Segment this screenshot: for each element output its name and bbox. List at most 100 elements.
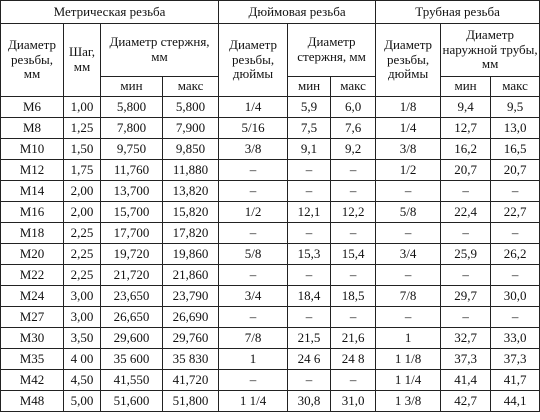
table-cell: 12,7 (440, 117, 492, 139)
table-cell: 1/8 (375, 96, 442, 118)
table-cell: M48 (0, 390, 64, 412)
table-cell: 12,2 (330, 201, 377, 223)
subcolumn-header: мин (440, 76, 492, 97)
table-cell: 9,5 (490, 96, 540, 118)
table-cell: – (330, 222, 377, 244)
table-cell: 3,00 (63, 306, 101, 328)
table-cell: 41,550 (100, 369, 163, 391)
table-cell: 13,820 (161, 180, 220, 202)
table-cell: 5,00 (63, 390, 101, 412)
table-cell: 1,00 (63, 96, 101, 118)
table-cell: 21,860 (161, 264, 220, 286)
table-row: M6 1,00 5,800 5,800 1/4 5,9 6,0 1/8 9,4 9,5 (0, 96, 540, 118)
table-cell: 4,50 (63, 369, 101, 391)
table-row: M22 2,25 21,720 21,860– – – – – – (0, 264, 540, 286)
table-cell: 11,880 (161, 159, 220, 181)
table-cell: 25,9 (440, 243, 492, 265)
table-cell: 29,760 (161, 327, 220, 349)
table-cell: 1 1/8 (375, 348, 442, 370)
table-cell: 3/4 (375, 243, 442, 265)
table-cell: 17,700 (100, 222, 163, 244)
table-cell: 21,720 (100, 264, 163, 286)
column-header: Диаметр стержня, мм (99, 23, 220, 77)
table-cell: – (440, 264, 492, 286)
table-cell: 15,3 (287, 243, 332, 265)
table-cell: – (490, 264, 540, 286)
table-cell: 6,0 (330, 96, 377, 118)
table-cell: 4 00 (63, 348, 101, 370)
table-cell: M24 (0, 285, 64, 307)
column-header: Диаметр резьбы, мм (0, 23, 64, 97)
table-cell: 37,3 (440, 348, 492, 370)
table-cell: 19,860 (161, 243, 220, 265)
table-cell: 18,5 (330, 285, 377, 307)
table-cell: 1,50 (63, 138, 101, 160)
table-cell: – (375, 222, 442, 244)
table-cell: 44,1 (490, 390, 540, 412)
subcolumn-header: макс (161, 76, 220, 97)
table-row: M27 3,00 26,650 26,690– – – – – – (0, 306, 540, 328)
table-cell: 1/2 (375, 159, 442, 181)
table-cell: – (490, 306, 540, 328)
table-row: M10 1,50 9,750 9,850 3/8 9,1 9,2 3/8 16,2 16,5 (0, 138, 540, 160)
table-cell: – (375, 180, 442, 202)
table-cell: 1 1/4 (375, 369, 442, 391)
column-header: Диаметр наружной трубы, мм (440, 23, 540, 77)
table-cell: M8 (0, 117, 64, 139)
table-cell: 3,00 (63, 285, 101, 307)
table-cell: 7,5 (287, 117, 332, 139)
table-cell: 30,0 (490, 285, 540, 307)
table-cell: – (490, 222, 540, 244)
table-cell: 9,4 (440, 96, 492, 118)
table-row: M8 1,25 7,800 7,900 5/16 7,5 7,6 1/4 12,7 13,0 (0, 117, 540, 139)
table-cell: 1/4 (375, 117, 442, 139)
table-cell: M30 (0, 327, 64, 349)
table-cell: 9,2 (330, 138, 377, 160)
table-cell: M10 (0, 138, 64, 160)
table-cell: 13,0 (490, 117, 540, 139)
table-cell: 1 1/4 (218, 390, 289, 412)
table-cell: 18,4 (287, 285, 332, 307)
table-cell: 7,800 (100, 117, 163, 139)
subcolumn-header: мин (100, 76, 163, 97)
table-cell: 2,00 (63, 180, 101, 202)
table-cell: 9,1 (287, 138, 332, 160)
table-cell: 35 600 (100, 348, 163, 370)
group-header: Трубная резьба (375, 0, 540, 24)
table-cell: 3/4 (218, 285, 289, 307)
table-cell: 19,720 (100, 243, 163, 265)
table-cell: 41,7 (490, 369, 540, 391)
table-cell: 23,650 (100, 285, 163, 307)
table-cell: M42 (0, 369, 64, 391)
table-cell: 29,7 (440, 285, 492, 307)
table-cell: M20 (0, 243, 64, 265)
table-cell: – (218, 159, 289, 181)
table-cell: 3/8 (375, 138, 442, 160)
column-header: Диаметр стержня, мм (287, 23, 377, 77)
table-cell: – (218, 222, 289, 244)
table-row: M42 4,50 41,550 41,720– – –1 1/4 41,4 41,7 (0, 369, 540, 391)
table-row: M48 5,00 51,600 51,800 1 1/4 30,8 31,0 1 3/8 42,… (0, 390, 540, 412)
table-cell: 24 6 (287, 348, 332, 370)
column-header: Шаг, мм (63, 23, 101, 97)
table-cell: 30,8 (287, 390, 332, 412)
table-cell: 21,5 (287, 327, 332, 349)
table-cell: 13,700 (100, 180, 163, 202)
table-cell: – (218, 369, 289, 391)
table-cell: 21,6 (330, 327, 377, 349)
table-cell: 22,4 (440, 201, 492, 223)
table-cell: – (330, 159, 377, 181)
table-cell: M12 (0, 159, 64, 181)
group-header: Дюймовая резьба (218, 0, 377, 24)
table-cell: 2,25 (63, 243, 101, 265)
table-cell: – (218, 306, 289, 328)
table-cell: – (440, 222, 492, 244)
table-cell: – (490, 180, 540, 202)
table-cell: 24 8 (330, 348, 377, 370)
table-cell: 3/8 (218, 138, 289, 160)
table-cell: – (287, 264, 332, 286)
table-row: M24 3,00 23,650 23,790 3/4 18,4 18,5 7/8 29,7 30,… (0, 285, 540, 307)
